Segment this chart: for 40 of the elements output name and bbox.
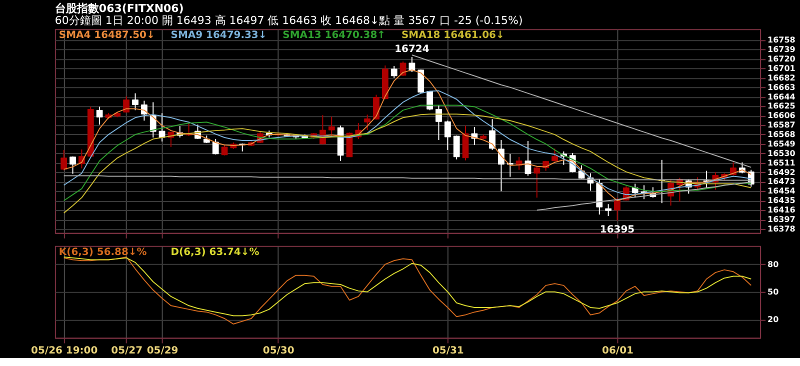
y-tick-label: 16378 — [768, 224, 796, 234]
text: SMA18 16461.06↓ — [402, 30, 504, 42]
y-tick-label: 16435 — [768, 196, 796, 206]
y-tick-label: 16644 — [768, 92, 796, 102]
y-tick-label: 16530 — [768, 148, 796, 158]
series-label: K(6,3) 56.88↓% — [58, 246, 147, 258]
y-tick-label: 16416 — [768, 206, 796, 215]
y-tick-label: 16682 — [768, 73, 796, 82]
y-tick-label: 16568 — [768, 130, 796, 140]
y-tick-label: 16720 — [768, 54, 796, 64]
y-tick-label: 16663 — [768, 82, 796, 92]
y-tick-label: 16587 — [768, 120, 796, 130]
chart-subtitle: 60分鐘圖 1日 20:00 開 16493 高 16497 低 16463 收 16468↓點 量 3567 口 -25 (-0.15%) — [54, 14, 523, 28]
annotation: 16724 — [394, 44, 430, 56]
text: SMA4 16487.50↓ — [58, 30, 155, 42]
annotation: 16395 — [600, 224, 635, 236]
y-tick-label: 16492 — [768, 168, 796, 177]
y-tick-label: 16473 — [768, 177, 796, 186]
y-tick-label: 16625 — [768, 102, 796, 111]
x-tick-label: 05/29 — [146, 345, 178, 356]
y-tick-label: 16739 — [768, 45, 796, 54]
y-tick-label: 16454 — [768, 186, 796, 196]
x-tick-label: 05/27 — [111, 345, 143, 356]
x-tick-label: 05/26 19:00 — [31, 345, 98, 356]
y-tick-label: 16511 — [768, 158, 796, 168]
x-tick-label: 06/01 — [602, 345, 634, 356]
y-tick-label: 16549 — [768, 139, 796, 148]
x-tick-label: 05/31 — [432, 345, 464, 356]
y-tick-label: 16397 — [768, 215, 796, 224]
y-tick-label: 50 — [768, 287, 780, 296]
chart-title: 台股指數063(FITXN06) — [54, 2, 184, 16]
y-tick-label: 16758 — [768, 36, 796, 45]
y-tick-label: 80 — [768, 260, 780, 269]
y-tick-label: 16606 — [768, 111, 796, 120]
text: SMA13 16470.38↑ — [282, 30, 386, 42]
text: D(6,3) 63.74↓% — [170, 246, 260, 258]
y-tick-label: 20 — [768, 314, 780, 324]
y-tick-label: 16701 — [768, 64, 796, 73]
text: SMA9 16479.33↓ — [170, 30, 267, 42]
x-tick-label: 05/30 — [262, 345, 294, 356]
